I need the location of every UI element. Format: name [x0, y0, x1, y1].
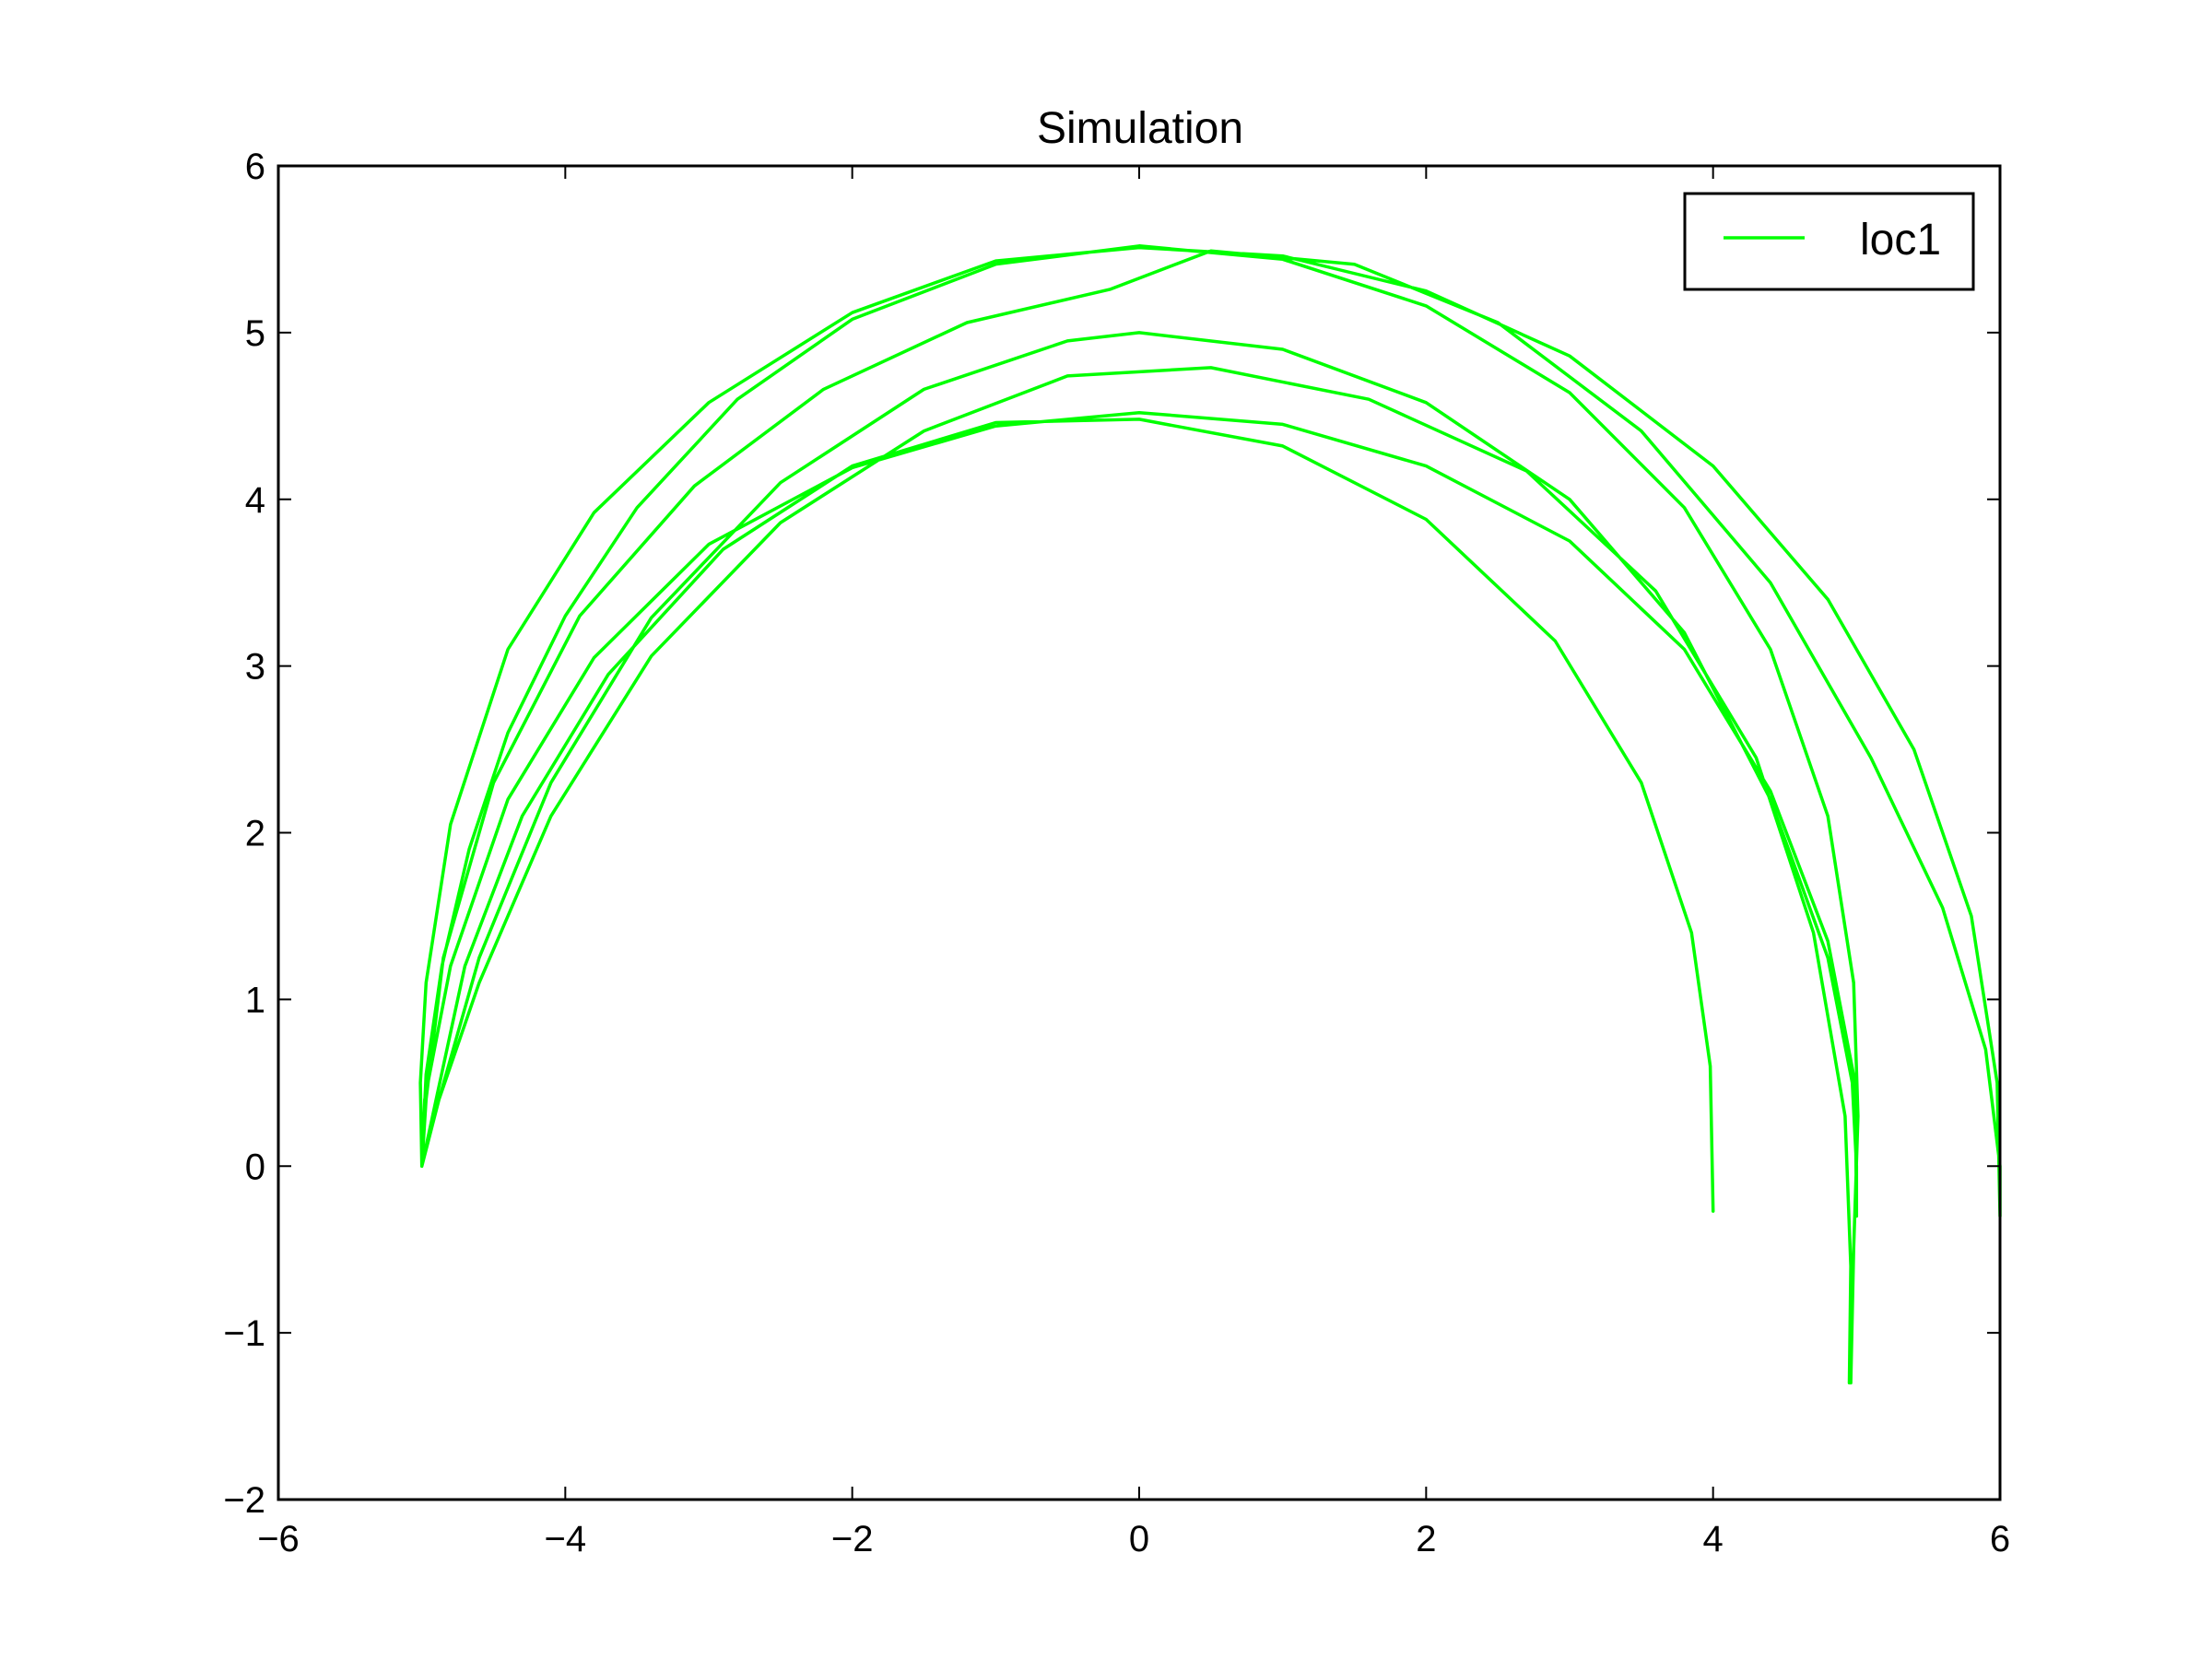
series-line-loc1 [418, 244, 2002, 1385]
x-tick-label: 2 [1416, 1519, 1436, 1559]
y-tick-label: 5 [245, 313, 265, 354]
y-axis: −2 −1 0 1 2 3 4 5 6 [223, 147, 2000, 1521]
x-tick-label: 6 [1990, 1519, 2010, 1559]
y-tick-label: 6 [245, 147, 265, 187]
y-tick-label: 0 [245, 1147, 265, 1187]
series-layer [418, 244, 2002, 1385]
y-tick-label: −1 [223, 1313, 265, 1354]
x-tick-label: 0 [1129, 1519, 1149, 1559]
x-tick-label: −2 [831, 1519, 874, 1559]
y-tick-label: 3 [245, 647, 265, 688]
y-tick-label: 2 [245, 814, 265, 854]
chart-title: Simulation [1037, 104, 1243, 153]
legend: loc1 [1683, 192, 1975, 291]
x-tick-label: −6 [257, 1519, 300, 1559]
y-tick-label: 1 [245, 980, 265, 1020]
y-tick-label: −2 [223, 1480, 265, 1521]
y-tick-label: 4 [245, 480, 265, 521]
x-tick-label: −4 [545, 1519, 587, 1559]
x-axis: −6 −4 −2 0 2 4 6 [257, 166, 2010, 1559]
x-tick-label: 4 [1703, 1519, 1724, 1559]
legend-label-loc1: loc1 [1860, 216, 1941, 265]
legend-box [1683, 192, 1975, 291]
